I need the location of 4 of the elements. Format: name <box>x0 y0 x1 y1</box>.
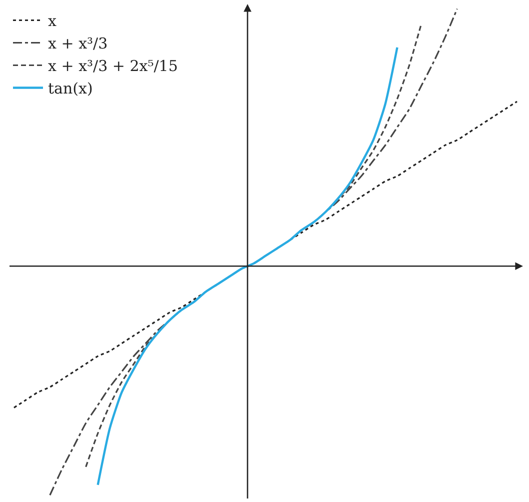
legend-label: x <box>48 12 57 30</box>
legend-label: x + x³/3 + 2x⁵/15 <box>48 57 178 76</box>
legend-label: x + x³/3 <box>48 34 108 53</box>
legend-label: tan(x) <box>48 80 93 98</box>
